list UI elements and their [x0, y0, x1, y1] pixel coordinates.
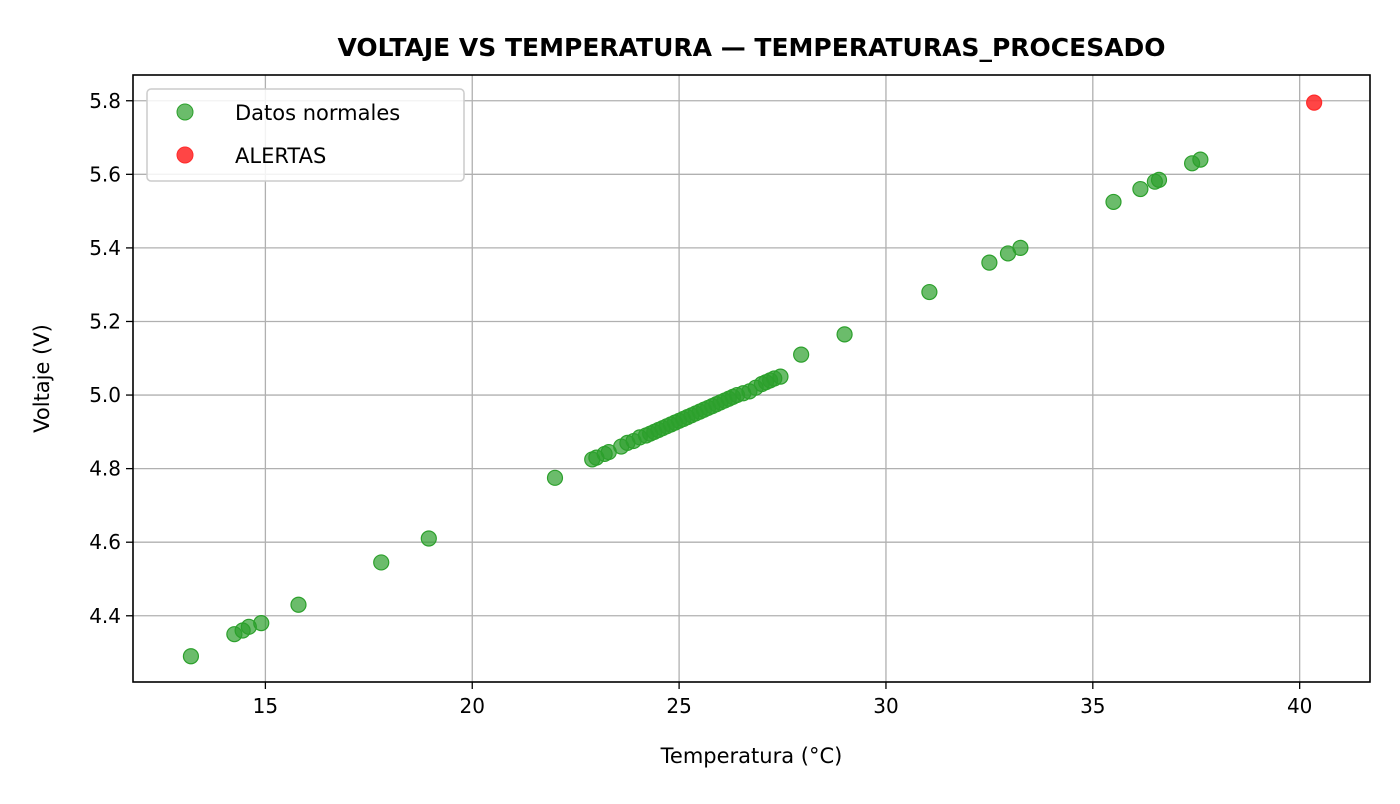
y-tick-label: 4.4 — [89, 604, 121, 628]
x-tick-label: 30 — [873, 694, 898, 718]
y-tick-label: 5.8 — [89, 89, 121, 113]
data-point-normal — [921, 283, 938, 301]
data-point-normal — [772, 368, 789, 385]
data-point-normal — [793, 346, 810, 363]
data-point-alerta — [1306, 94, 1323, 111]
data-point-normal — [1192, 151, 1209, 168]
data-point-normal — [420, 530, 437, 547]
axis-ticks: 15 20 25 30 35 40 4.4 4.6 4.8 5.0 5.2 5.4 5.6 5.8 — [89, 89, 1312, 718]
x-tick-label: 40 — [1287, 694, 1312, 718]
x-axis-label: Temperatura (°C) — [660, 744, 843, 768]
legend-box — [146, 88, 465, 182]
legend-marker-datos-normales — [176, 103, 194, 121]
x-tick-label: 15 — [253, 694, 278, 718]
y-tick-label: 4.6 — [89, 530, 121, 554]
legend: Datos normales ALERTAS — [146, 88, 465, 182]
legend-label-datos-normales: Datos normales — [235, 101, 400, 125]
y-tick-label: 5.2 — [89, 309, 121, 333]
y-tick-label: 5.6 — [89, 162, 121, 186]
legend-label-alertas: ALERTAS — [235, 144, 326, 168]
data-point-normal — [1012, 239, 1029, 257]
y-tick-label: 5.0 — [89, 383, 121, 407]
data-point-normal — [290, 596, 307, 613]
plot-area — [132, 74, 1371, 683]
data-points — [182, 94, 1323, 665]
data-point-normal — [182, 648, 200, 665]
data-point-normal — [1150, 171, 1168, 188]
y-tick-label: 4.8 — [89, 457, 121, 481]
x-tick-label: 35 — [1080, 694, 1105, 718]
data-point-normal — [373, 554, 390, 571]
data-point-normal — [546, 469, 564, 486]
data-point-normal — [1105, 193, 1122, 211]
data-point-normal — [836, 326, 853, 343]
data-point-normal — [1132, 180, 1149, 198]
chart-title: VOLTAJE VS TEMPERATURA — TEMPERATURAS_PR… — [337, 33, 1165, 62]
y-tick-label: 5.4 — [89, 236, 121, 260]
data-point-normal — [981, 254, 998, 271]
x-tick-label: 25 — [666, 694, 691, 718]
y-axis-label: Voltaje (V) — [30, 324, 54, 433]
legend-marker-alertas — [176, 146, 194, 164]
data-point-normal — [253, 615, 270, 632]
x-tick-label: 20 — [460, 694, 485, 718]
